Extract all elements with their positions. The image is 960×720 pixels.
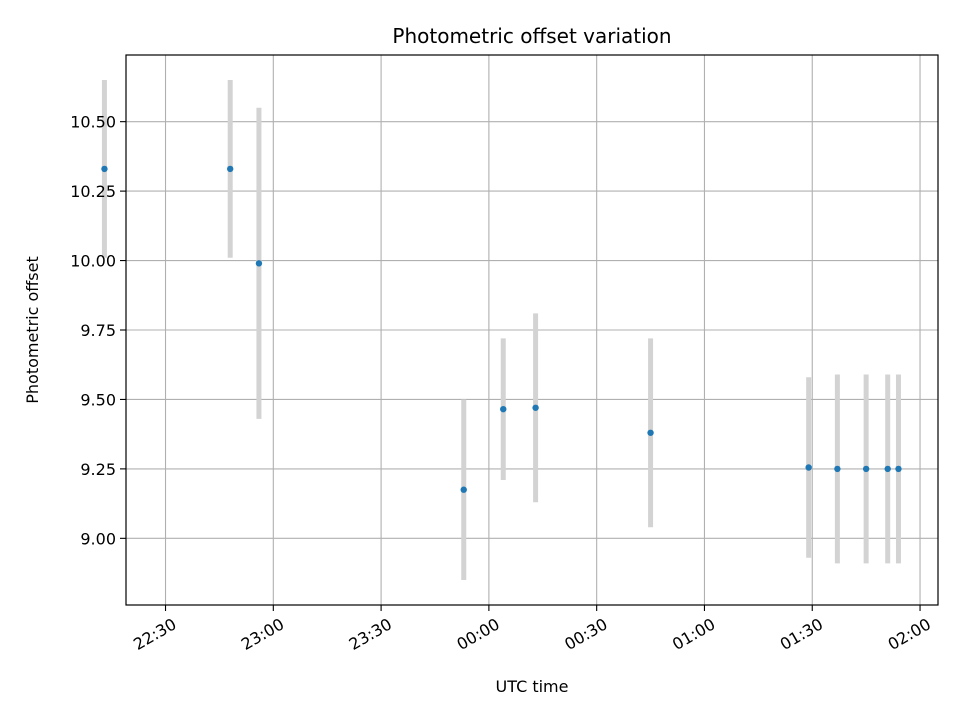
y-tick-label: 9.00 bbox=[80, 529, 116, 548]
data-point bbox=[862, 465, 870, 473]
data-point bbox=[834, 465, 841, 473]
y-tick-label: 9.25 bbox=[80, 460, 116, 479]
y-tick-label: 10.25 bbox=[70, 182, 116, 201]
data-point bbox=[884, 465, 891, 473]
data-point bbox=[500, 405, 507, 413]
data-point bbox=[226, 165, 234, 173]
data-point bbox=[460, 486, 467, 493]
data-point bbox=[255, 260, 263, 267]
y-axis-ticks: 9.00 9.25 9.50 9.75 10.00 10.25 10.50 bbox=[70, 113, 126, 548]
chart-title: Photometric offset variation bbox=[392, 24, 671, 48]
data-point bbox=[532, 404, 539, 411]
y-tick-label: 10.50 bbox=[70, 113, 116, 132]
y-tick-label: 9.75 bbox=[80, 321, 116, 340]
data-point bbox=[647, 429, 654, 436]
y-axis-label: Photometric offset bbox=[23, 256, 42, 404]
data-point bbox=[101, 165, 108, 173]
data-points bbox=[101, 165, 902, 493]
data-point bbox=[895, 465, 902, 473]
y-tick-label: 10.00 bbox=[70, 252, 116, 271]
data-point bbox=[805, 464, 812, 471]
x-axis-label: UTC time bbox=[496, 677, 569, 696]
y-tick-label: 9.50 bbox=[80, 390, 116, 409]
